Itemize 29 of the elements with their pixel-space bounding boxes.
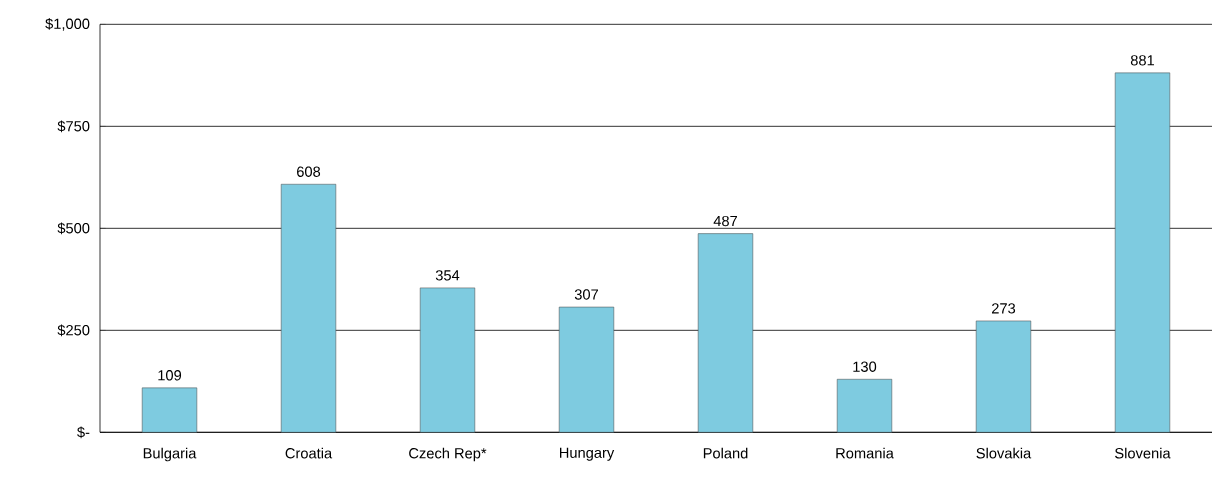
x-tick-label: Croatia bbox=[285, 447, 333, 459]
bar bbox=[558, 306, 615, 433]
y-tick-label: $250 bbox=[57, 324, 90, 337]
data-label: 109 bbox=[158, 370, 182, 381]
bar bbox=[975, 320, 1032, 433]
data-label: 354 bbox=[435, 270, 460, 281]
bar bbox=[419, 287, 476, 433]
x-tick-label: Czech Rep* bbox=[409, 447, 487, 462]
data-label: 273 bbox=[992, 303, 1016, 314]
bar bbox=[141, 387, 198, 433]
x-tick-label: Hungary bbox=[560, 447, 615, 461]
data-label: 307 bbox=[574, 289, 599, 300]
bar bbox=[697, 233, 754, 433]
x-tick-label: Slovenia bbox=[1115, 447, 1171, 459]
data-label: 130 bbox=[853, 361, 877, 372]
x-tick-label: Romania bbox=[836, 447, 894, 459]
bar bbox=[1114, 72, 1171, 433]
x-tick-label: Bulgaria bbox=[143, 447, 197, 462]
data-label: 608 bbox=[297, 166, 321, 177]
y-tick-label: $- bbox=[77, 426, 90, 439]
data-label: 487 bbox=[713, 215, 737, 227]
data-label: 881 bbox=[1130, 55, 1155, 66]
y-tick-label: $500 bbox=[57, 222, 90, 235]
bar bbox=[280, 183, 337, 433]
y-tick-label: $1,000 bbox=[45, 17, 90, 31]
x-tick-label: Poland bbox=[703, 447, 748, 459]
x-tick-label: Slovakia bbox=[976, 447, 1032, 459]
y-tick-label: $750 bbox=[57, 120, 90, 133]
bar bbox=[836, 379, 893, 433]
